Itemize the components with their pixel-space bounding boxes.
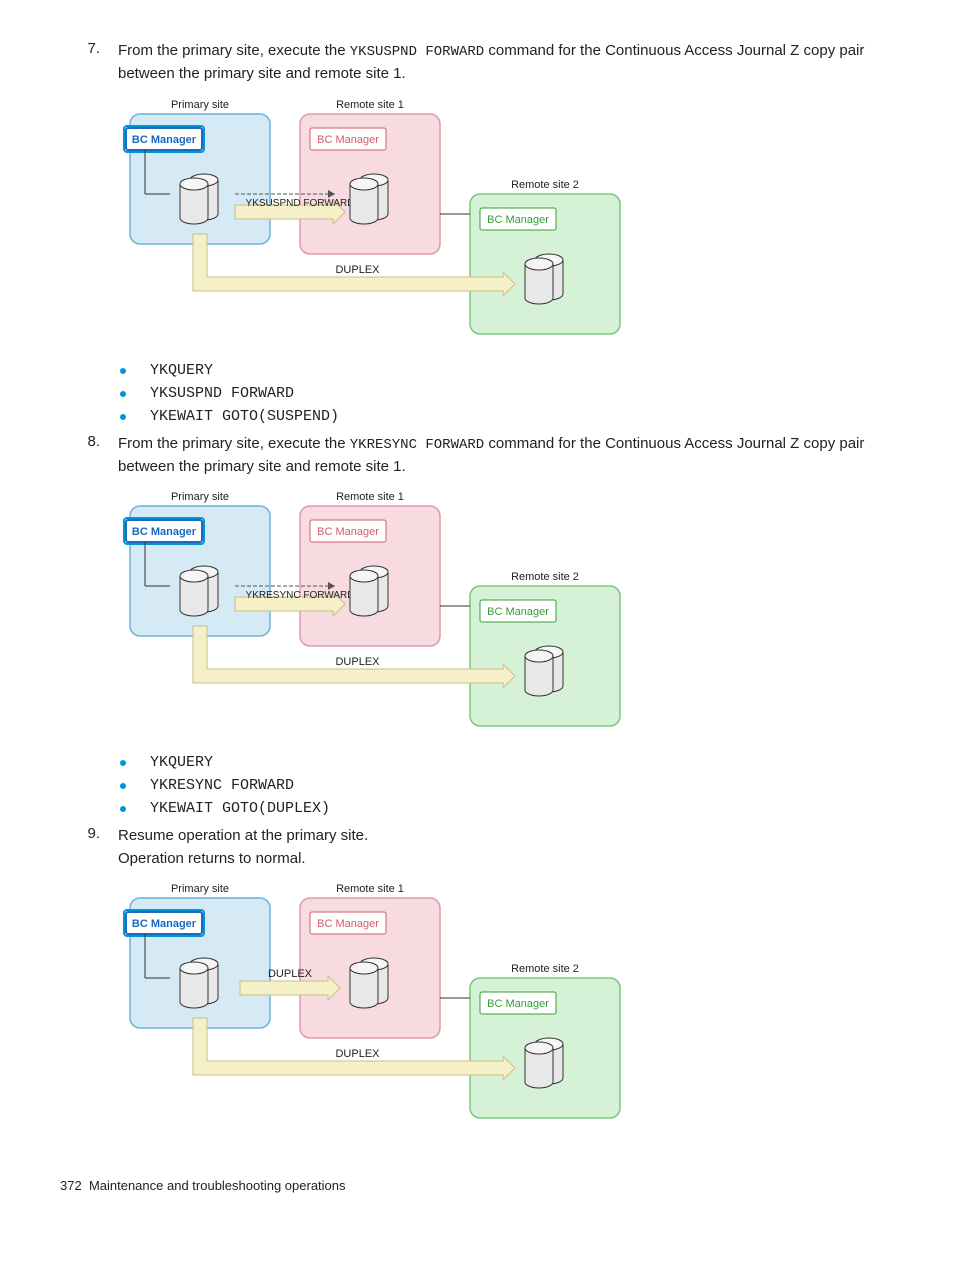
svg-text:BC Manager: BC Manager — [317, 918, 379, 930]
svg-text:DUPLEX: DUPLEX — [335, 656, 380, 668]
bullet-item: YKRESYNC FORWARD — [120, 777, 894, 794]
svg-text:DUPLEX: DUPLEX — [268, 968, 313, 980]
command-list: YKQUERY YKRESYNC FORWARD YKEWAIT GOTO(DU… — [120, 754, 894, 817]
svg-text:BC Manager: BC Manager — [487, 606, 549, 618]
svg-text:YKRESYNC FORWARD: YKRESYNC FORWARD — [246, 590, 355, 601]
svg-text:BC Manager: BC Manager — [132, 918, 197, 930]
step-9: 9. Resume operation at the primary site.… — [60, 825, 894, 870]
bullet-icon — [120, 783, 126, 789]
svg-text:Remote site 2: Remote site 2 — [511, 179, 579, 191]
svg-text:BC Manager: BC Manager — [487, 214, 549, 226]
svg-text:Remote site 1: Remote site 1 — [336, 99, 404, 111]
bullet-item: YKQUERY — [120, 362, 894, 379]
command-text: YKSUSPND FORWARD — [150, 385, 294, 402]
svg-text:DUPLEX: DUPLEX — [335, 264, 380, 276]
footer-title: Maintenance and troubleshooting operatio… — [89, 1178, 346, 1193]
command-text: YKRESYNC FORWARD — [150, 777, 294, 794]
svg-text:Primary site: Primary site — [171, 883, 229, 895]
bullet-icon — [120, 414, 126, 420]
bullet-item: YKEWAIT GOTO(SUSPEND) — [120, 408, 894, 425]
step-number: 8. — [60, 433, 118, 479]
command-list: YKQUERY YKSUSPND FORWARD YKEWAIT GOTO(SU… — [120, 362, 894, 425]
svg-text:BC Manager: BC Manager — [317, 526, 379, 538]
svg-text:Remote site 2: Remote site 2 — [511, 963, 579, 975]
command-text: YKQUERY — [150, 362, 213, 379]
site-diagram: Primary site Remote site 1 Remote site 2… — [120, 94, 640, 354]
step-number: 7. — [60, 40, 118, 86]
svg-text:Remote site 1: Remote site 1 — [336, 883, 404, 895]
bullet-icon — [120, 760, 126, 766]
command-text: YKQUERY — [150, 754, 213, 771]
step-number: 9. — [60, 825, 118, 870]
step-8: 8. From the primary site, execute the YK… — [60, 433, 894, 479]
svg-text:Primary site: Primary site — [171, 491, 229, 503]
step-text: From the primary site, execute the YKSUS… — [118, 40, 894, 86]
bullet-item: YKQUERY — [120, 754, 894, 771]
svg-text:Primary site: Primary site — [171, 99, 229, 111]
command-text: YKEWAIT GOTO(DUPLEX) — [150, 800, 330, 817]
command-text: YKEWAIT GOTO(SUSPEND) — [150, 408, 339, 425]
bullet-item: YKEWAIT GOTO(DUPLEX) — [120, 800, 894, 817]
svg-text:BC Manager: BC Manager — [317, 134, 379, 146]
svg-text:Remote site 1: Remote site 1 — [336, 491, 404, 503]
step-text: From the primary site, execute the YKRES… — [118, 433, 894, 479]
step-7: 7. From the primary site, execute the YK… — [60, 40, 894, 86]
site-diagram: Primary site Remote site 1 Remote site 2… — [120, 878, 640, 1138]
page-number: 372 — [60, 1178, 82, 1193]
svg-text:DUPLEX: DUPLEX — [335, 1048, 380, 1060]
bullet-icon — [120, 391, 126, 397]
svg-text:BC Manager: BC Manager — [132, 526, 197, 538]
site-diagram: Primary site Remote site 1 Remote site 2… — [120, 486, 640, 746]
step-text: Resume operation at the primary site. Op… — [118, 825, 894, 870]
svg-text:BC Manager: BC Manager — [487, 998, 549, 1010]
svg-text:YKSUSPND FORWARD: YKSUSPND FORWARD — [246, 198, 355, 209]
bullet-icon — [120, 368, 126, 374]
svg-text:BC Manager: BC Manager — [132, 134, 197, 146]
bullet-item: YKSUSPND FORWARD — [120, 385, 894, 402]
bullet-icon — [120, 806, 126, 812]
svg-text:Remote site 2: Remote site 2 — [511, 571, 579, 583]
